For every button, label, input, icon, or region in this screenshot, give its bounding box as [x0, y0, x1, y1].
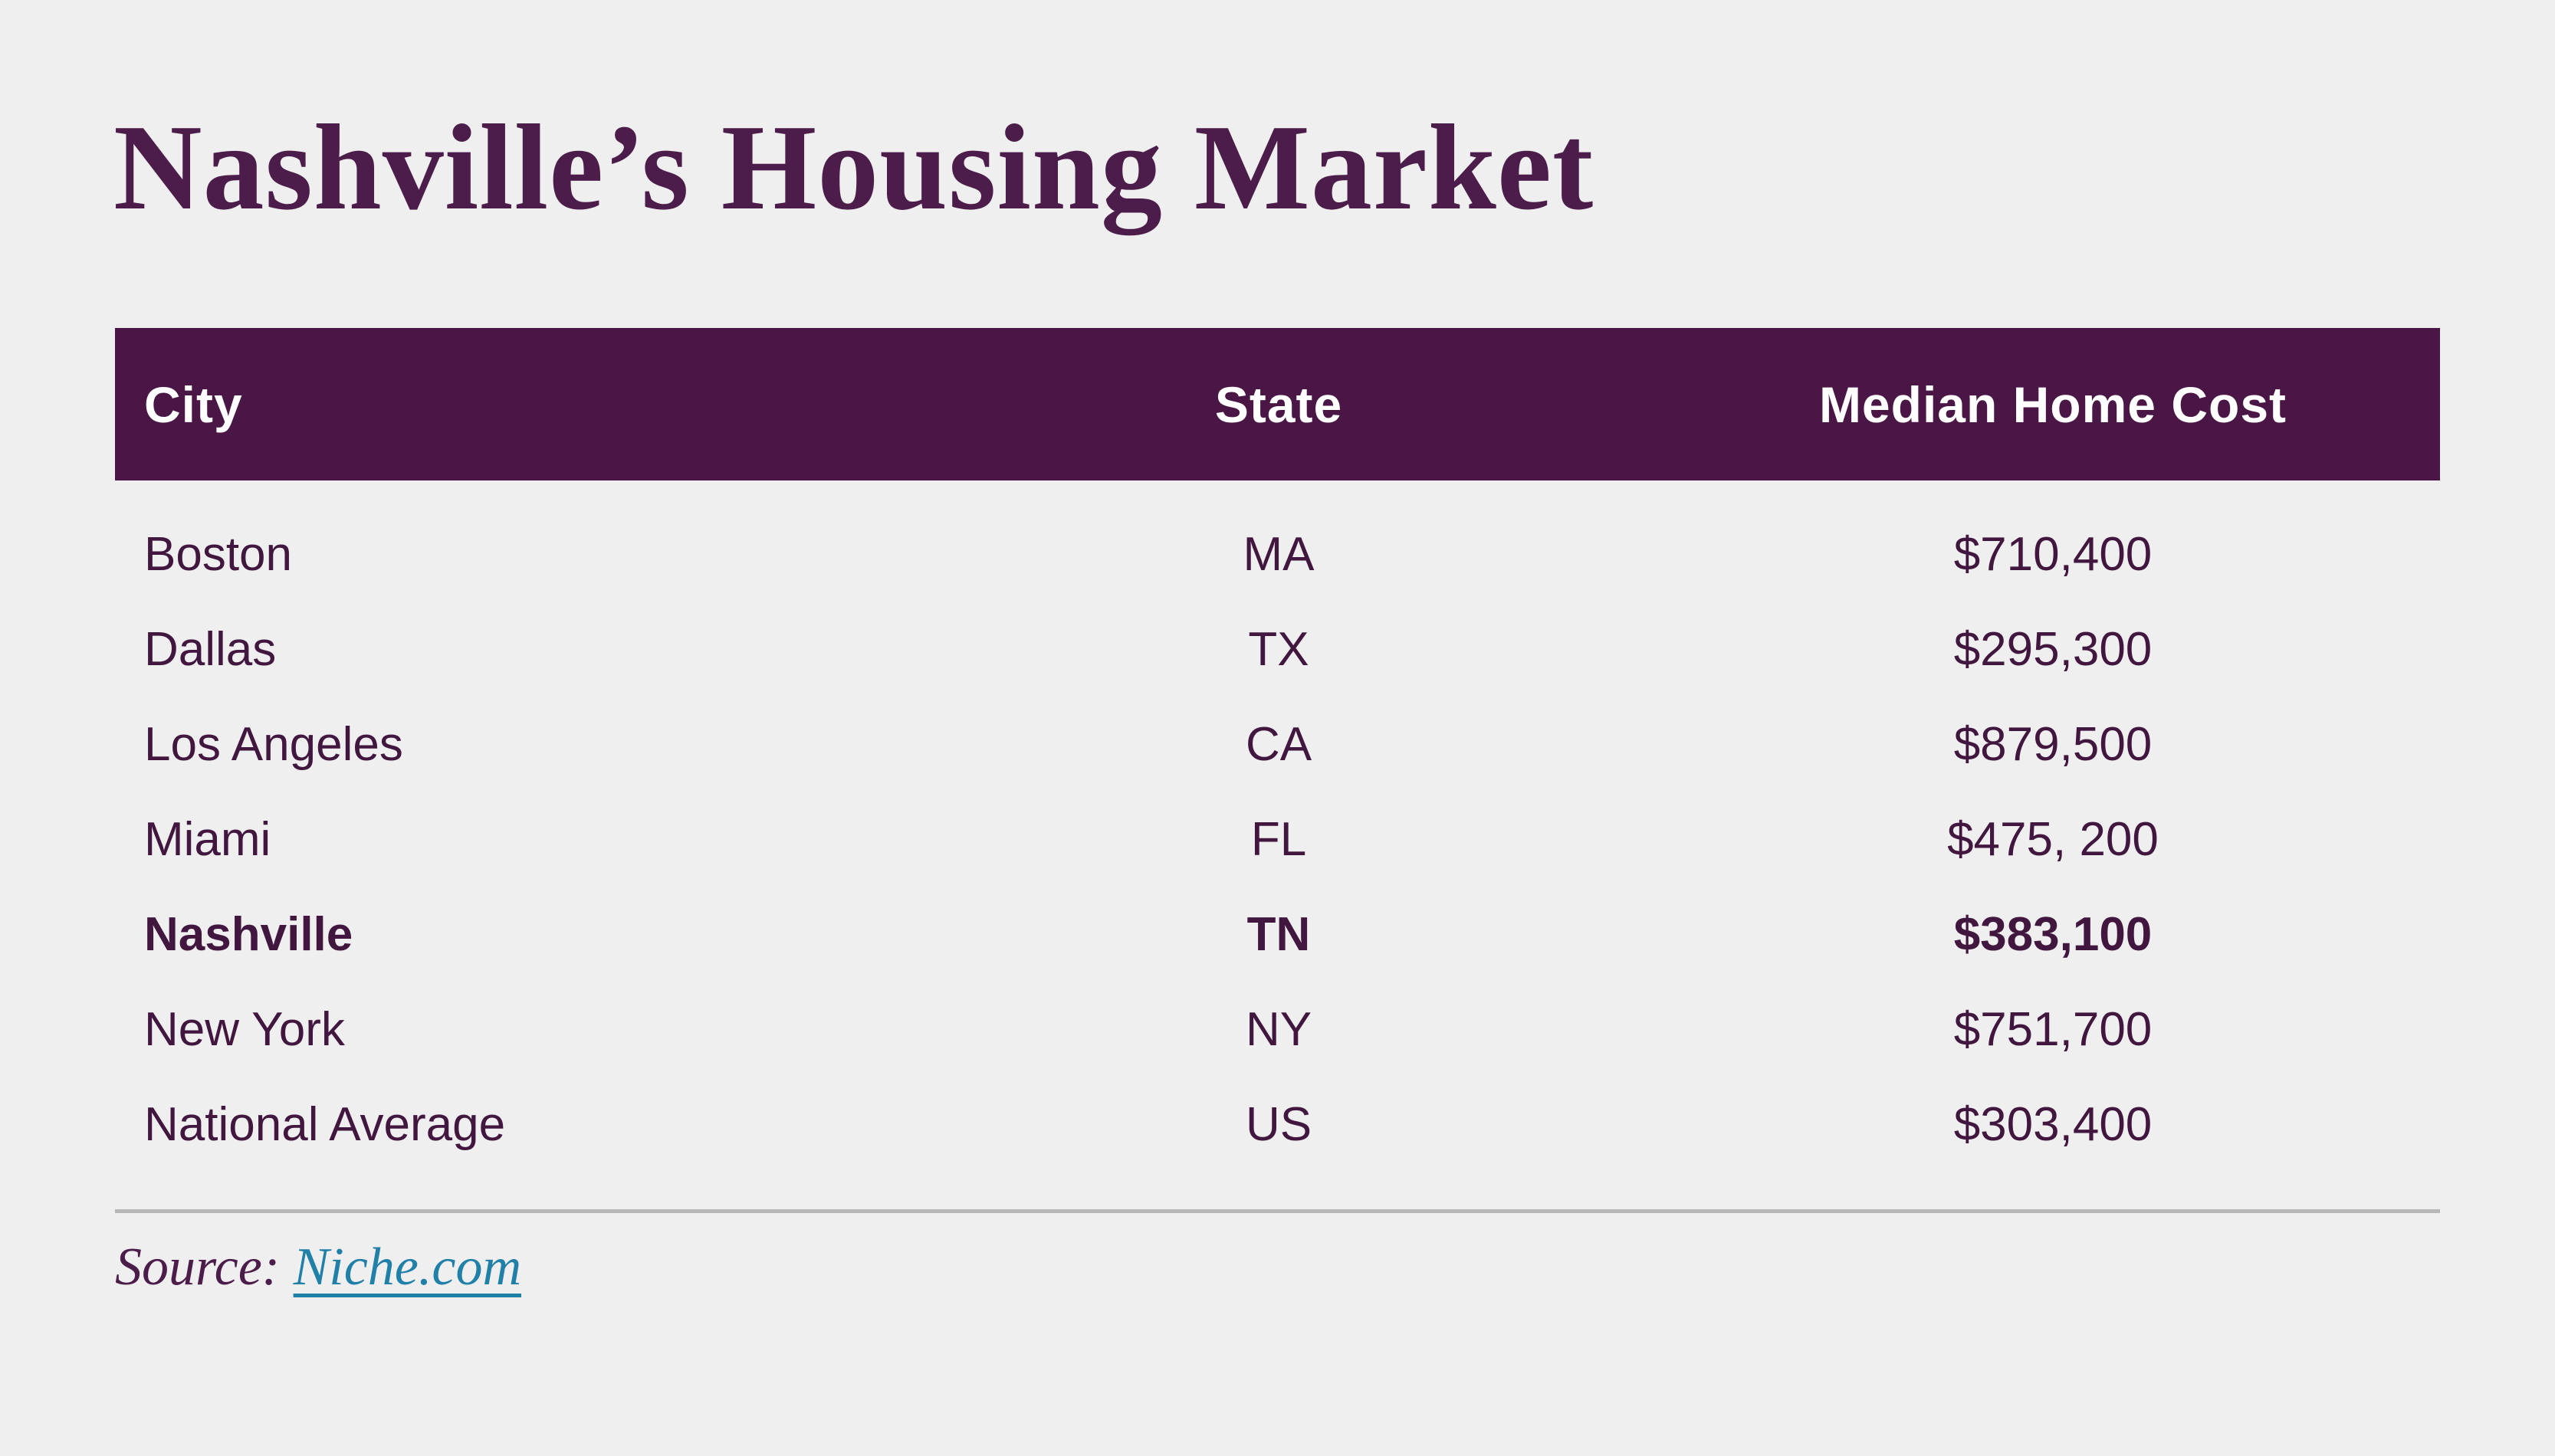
cost-cell: $475, 200 [1947, 812, 2159, 866]
state-cell: NY [1245, 1002, 1312, 1056]
city-cell: Miami [144, 812, 271, 866]
table-row: New York NY $751,700 [115, 982, 2440, 1077]
state-cell: TN [1246, 907, 1311, 961]
state-cell: FL [1250, 812, 1307, 866]
cost-cell: $710,400 [1953, 527, 2153, 581]
city-cell: New York [144, 1002, 345, 1056]
cost-cell: $295,300 [1953, 622, 2153, 676]
city-cell: Los Angeles [144, 717, 403, 771]
city-cell: Nashville [144, 907, 353, 961]
table-row-nashville-highlighted: Nashville TN $383,100 [115, 887, 2440, 982]
cost-cell: $303,400 [1953, 1097, 2153, 1151]
cost-cell: $751,700 [1953, 1002, 2153, 1056]
source-label: Source: [115, 1238, 281, 1297]
table-header-row: City State Median Home Cost [115, 328, 2440, 480]
cost-cell: $879,500 [1953, 717, 2153, 771]
table-row: Dallas TX $295,300 [115, 602, 2440, 697]
city-cell: National Average [144, 1097, 506, 1151]
city-cell: Dallas [144, 622, 277, 676]
table-body: Boston MA $710,400 Dallas TX $295,300 Lo… [115, 480, 2440, 1172]
source-line: Source: Niche.com [115, 1232, 521, 1302]
table-row: Boston MA $710,400 [115, 507, 2440, 602]
table-row: Los Angeles CA $879,500 [115, 697, 2440, 792]
column-header-state: State [1214, 375, 1343, 433]
cost-cell: $383,100 [1953, 907, 2153, 961]
city-cell: Boston [144, 527, 293, 581]
state-cell: US [1245, 1097, 1312, 1151]
housing-table: City State Median Home Cost Boston MA $7… [115, 328, 2440, 1172]
source-link[interactable]: Niche.com [293, 1238, 521, 1297]
footer-divider [115, 1209, 2440, 1213]
table-row: National Average US $303,400 [115, 1077, 2440, 1172]
table-row: Miami FL $475, 200 [115, 792, 2440, 887]
page-title: Nashville’s Housing Market [113, 99, 1594, 235]
column-header-median-home-cost: Median Home Cost [1818, 375, 2287, 433]
state-cell: CA [1245, 717, 1312, 771]
column-header-city: City [144, 375, 243, 433]
state-cell: MA [1243, 527, 1315, 581]
state-cell: TX [1248, 622, 1309, 676]
